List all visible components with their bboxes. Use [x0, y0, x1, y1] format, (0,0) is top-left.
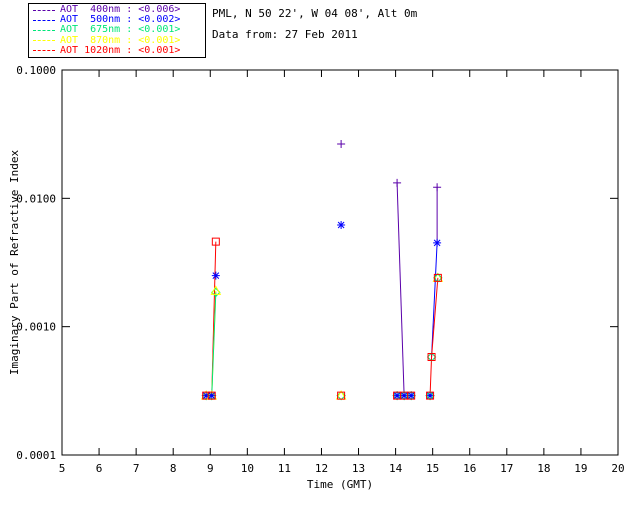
- legend-line-sample-400nm: [33, 9, 55, 11]
- data-point-aot-500nm: [207, 391, 216, 400]
- data-point-aot-675nm: [336, 390, 346, 401]
- data-point-aot-500nm: [400, 391, 409, 400]
- data-point-aot-1020nm: [207, 391, 216, 400]
- x-axis-tick-label: 15: [426, 462, 439, 475]
- legend-label-1020nm: AOT 1020nm : <0.001>: [60, 44, 181, 56]
- legend-item-870nm: AOT 870nm : <0.001>: [29, 34, 205, 46]
- data-point-aot-675nm: [406, 390, 416, 401]
- data-point-aot-500nm: [393, 391, 402, 400]
- x-axis-tick-label: 19: [574, 462, 587, 475]
- plot-box: [61, 69, 619, 456]
- data-point-aot-1020nm: [427, 353, 436, 362]
- data-point-aot-500nm: [433, 238, 442, 247]
- legend-label-870nm: AOT 870nm : <0.001>: [60, 34, 181, 46]
- legend-line-sample-1020nm: [33, 50, 55, 52]
- data-point-aot-675nm: [207, 390, 217, 401]
- legend-line-sample-870nm: [33, 40, 55, 42]
- y-axis-tick-label: 0.1000: [16, 64, 56, 77]
- legend-item-675nm: AOT 675nm : <0.001>: [29, 25, 205, 35]
- data-point-aot-500nm: [426, 391, 435, 400]
- y-axis-tick-label: 0.0100: [16, 192, 56, 205]
- x-axis-tick-label: 8: [170, 462, 177, 475]
- data-point-aot-500nm: [337, 220, 346, 229]
- data-point-aot-675nm: [433, 273, 443, 283]
- data-point-aot-1020nm: [407, 391, 416, 400]
- series-line-aot-675nm: [211, 292, 217, 396]
- data-point-aot-1020nm: [337, 391, 346, 400]
- data-point-aot-500nm: [202, 391, 211, 400]
- x-axis-tick-label: 17: [500, 462, 513, 475]
- y-axis-tick-label: 0.0001: [16, 449, 56, 462]
- data-point-aot-500nm: [211, 271, 220, 280]
- data-point-aot-675nm: [425, 390, 435, 401]
- data-point-aot-1020nm: [211, 237, 220, 246]
- x-axis-tick-label: 6: [96, 462, 103, 475]
- legend-item-1020nm: AOT 1020nm : <0.001>: [29, 44, 205, 56]
- data-point-aot-675nm: [399, 390, 409, 401]
- y-axis-tick-label: 0.0010: [16, 321, 56, 334]
- x-axis-tick-label: 12: [315, 462, 328, 475]
- data-point-aot-675nm: [392, 390, 402, 401]
- x-axis-tick-label: 20: [611, 462, 624, 475]
- x-axis-tick-label: 7: [133, 462, 140, 475]
- data-point-aot-400nm: [337, 140, 346, 149]
- series-line-aot-400nm: [396, 182, 405, 396]
- x-axis-tick-label: 16: [463, 462, 476, 475]
- x-axis-tick-label: 13: [352, 462, 365, 475]
- plot-header: PML, N 50 22', W 04 08', Alt 0m Data fro…: [212, 7, 417, 49]
- legend-item-500nm: AOT 500nm : <0.002>: [29, 15, 205, 25]
- data-point-aot-400nm: [433, 183, 442, 192]
- legend-label-500nm: AOT 500nm : <0.002>: [60, 14, 181, 26]
- x-axis-title: Time (GMT): [307, 478, 373, 491]
- station-info: PML, N 50 22', W 04 08', Alt 0m: [212, 7, 418, 20]
- x-axis-tick-label: 14: [389, 462, 403, 475]
- legend-line-sample-500nm: [33, 19, 55, 21]
- data-point-aot-870nm: [210, 285, 222, 295]
- series-line-aot-1020nm: [429, 277, 439, 396]
- x-axis-tick-label: 11: [278, 462, 291, 475]
- legend-label-675nm: AOT 675nm : <0.001>: [60, 24, 181, 36]
- legend-line-sample-675nm: [33, 29, 55, 31]
- data-point-aot-500nm: [407, 391, 416, 400]
- x-axis-tick-label: 18: [537, 462, 550, 475]
- x-axis-tick-label: 5: [59, 462, 66, 475]
- x-axis-tick-label: 10: [241, 462, 254, 475]
- data-point-aot-400nm: [393, 178, 402, 187]
- data-date: Data from: 27 Feb 2011: [212, 28, 358, 41]
- x-axis-tick-label: 9: [207, 462, 214, 475]
- data-point-aot-675nm: [426, 352, 437, 362]
- legend-label-400nm: AOT 400nm : <0.006>: [60, 4, 181, 16]
- series-line-aot-500nm: [431, 242, 438, 358]
- data-point-aot-1020nm: [426, 391, 435, 400]
- y-axis-title: Imaginary Part of Refractive Index: [8, 150, 21, 376]
- legend-item-400nm: AOT 400nm : <0.006>: [29, 5, 205, 15]
- data-point-aot-1020nm: [433, 273, 442, 282]
- legend: AOT 400nm : <0.006> AOT 500nm : <0.002> …: [28, 3, 206, 58]
